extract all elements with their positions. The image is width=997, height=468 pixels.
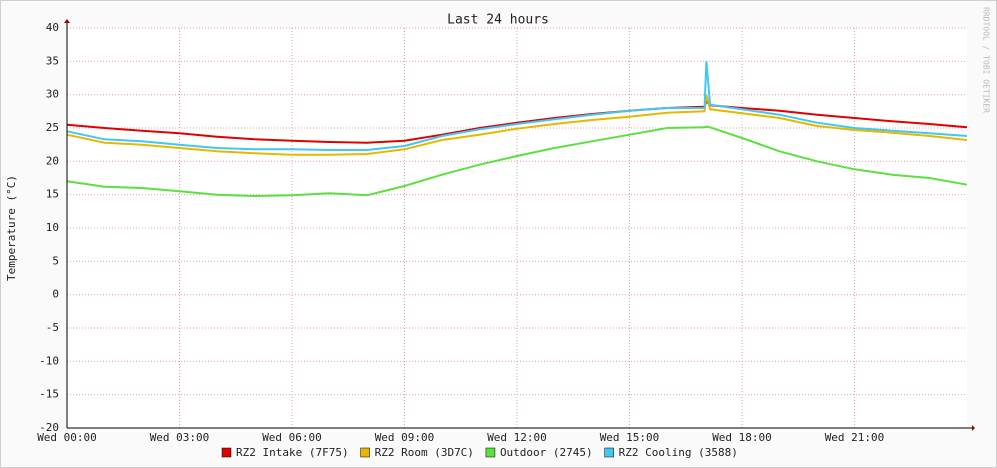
legend-label: RZ2 Cooling (3588): [619, 446, 738, 459]
y-tick-label: 20: [46, 154, 59, 167]
y-tick-label: 35: [46, 54, 59, 67]
y-tick-label: -10: [39, 354, 59, 367]
y-tick-label: 0: [52, 288, 59, 301]
watermark: RRDTOOL / TOBI OETIKER: [982, 7, 991, 113]
x-tick-label: Wed 15:00: [600, 431, 660, 444]
y-axis-label: Temperature (°C): [5, 175, 18, 281]
y-tick-label: 15: [46, 188, 59, 201]
y-tick-label: 25: [46, 121, 59, 134]
x-tick-label: Wed 21:00: [825, 431, 885, 444]
x-tick-label: Wed 09:00: [375, 431, 435, 444]
x-tick-label: Wed 06:00: [262, 431, 322, 444]
lines: [66, 61, 968, 198]
x-tick-label: Wed 18:00: [712, 431, 772, 444]
legend-label: Outdoor (2745): [500, 446, 593, 459]
chart-title: Last 24 hours: [447, 13, 549, 28]
legend-swatch: [485, 447, 496, 458]
series-line: [66, 61, 968, 151]
legend-label: RZ2 Room (3D7C): [375, 446, 474, 459]
grid: [66, 27, 967, 429]
x-tick-label: Wed 00:00: [37, 431, 97, 444]
y-tick-label: 30: [46, 88, 59, 101]
y-tick-label: 5: [52, 254, 59, 267]
series-line: [66, 99, 968, 144]
legend-label: RZ2 Intake (7F75): [236, 446, 349, 459]
y-tick-label: 40: [46, 21, 59, 34]
legend-swatch: [360, 447, 370, 458]
x-tick-label: Wed 03:00: [150, 431, 210, 444]
y-tick-label: -15: [39, 388, 59, 401]
series-line: [66, 94, 968, 156]
y-tick-label: -5: [46, 321, 59, 334]
x-arrow: [972, 425, 975, 431]
legend-swatch: [221, 447, 232, 458]
x-tick-label: Wed 12:00: [487, 431, 547, 444]
legend-swatch: [604, 447, 614, 458]
y-arrow: [64, 19, 70, 23]
y-tick-label: 10: [46, 221, 59, 234]
y-tick-label: -20: [39, 421, 59, 434]
series-line: [66, 125, 968, 198]
